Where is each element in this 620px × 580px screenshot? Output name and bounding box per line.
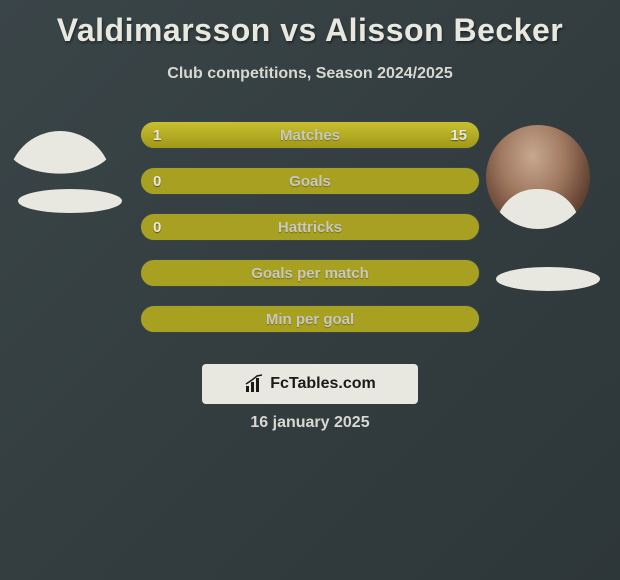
branding-text: FcTables.com xyxy=(270,375,376,393)
player1-avatar-placeholder xyxy=(8,131,112,235)
stat-label: Hattricks xyxy=(278,219,342,236)
branding-box: FcTables.com xyxy=(202,364,418,404)
stat-bar-goals-per-match: Goals per match xyxy=(140,259,480,287)
stat-bar-min-per-goal: Min per goal xyxy=(140,305,480,333)
comparison-content: 1 Matches 15 0 Goals 0 Hattricks Goals p… xyxy=(0,121,620,361)
stat-bars: 1 Matches 15 0 Goals 0 Hattricks Goals p… xyxy=(140,121,480,351)
stat-label: Min per goal xyxy=(266,311,354,328)
stat-left-value: 1 xyxy=(153,127,161,144)
player1-club-placeholder xyxy=(18,189,122,213)
chart-icon xyxy=(244,374,264,394)
date-label: 16 january 2025 xyxy=(0,414,620,432)
stat-bar-hattricks: 0 Hattricks xyxy=(140,213,480,241)
comparison-title: Valdimarsson vs Alisson Becker xyxy=(0,0,620,49)
stat-label: Goals xyxy=(289,173,331,190)
stat-left-value: 0 xyxy=(153,173,161,190)
stat-label: Matches xyxy=(280,127,340,144)
stat-bar-goals: 0 Goals xyxy=(140,167,480,195)
stat-left-value: 0 xyxy=(153,219,161,236)
player2-avatar xyxy=(486,125,590,229)
player2-club-placeholder xyxy=(496,267,600,291)
stat-label: Goals per match xyxy=(251,265,369,282)
season-subtitle: Club competitions, Season 2024/2025 xyxy=(0,65,620,83)
stat-right-value: 15 xyxy=(450,127,467,144)
stat-bar-matches: 1 Matches 15 xyxy=(140,121,480,149)
